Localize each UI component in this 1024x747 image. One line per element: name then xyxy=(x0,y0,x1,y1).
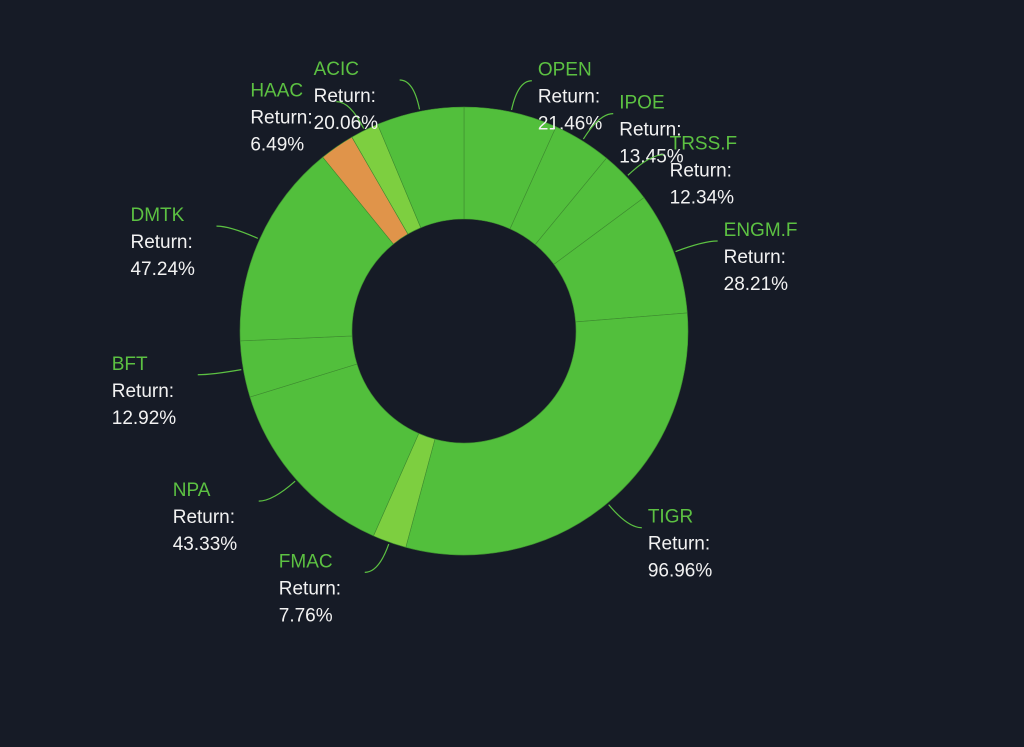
leader-line xyxy=(336,101,365,129)
return-label: Return: xyxy=(173,507,235,528)
value-label: 12.34% xyxy=(670,188,735,209)
leader-line xyxy=(197,369,242,376)
return-label: Return: xyxy=(279,578,341,599)
leader-line xyxy=(364,543,390,573)
return-label: Return: xyxy=(670,161,732,182)
return-label: Return: xyxy=(724,247,786,268)
segment-name: HAAC xyxy=(250,81,303,102)
donut-segment xyxy=(405,312,689,556)
segment-name: TRSS.F xyxy=(670,134,738,155)
value-label: 7.76% xyxy=(279,605,333,626)
donut-segment xyxy=(239,156,394,342)
leader-line xyxy=(608,504,642,529)
leader-line xyxy=(510,80,532,111)
segment-name: ACIC xyxy=(314,59,359,80)
segment-name: ENGM.F xyxy=(724,220,798,241)
value-label: 13.45% xyxy=(619,147,684,168)
value-label: 96.96% xyxy=(648,561,713,582)
segment-name: DMTK xyxy=(130,205,184,226)
leader-line xyxy=(582,113,614,140)
segment-name: OPEN xyxy=(538,60,592,81)
segment-name: TIGR xyxy=(648,507,693,528)
value-label: 28.21% xyxy=(724,274,789,295)
segment-name: IPOE xyxy=(619,93,664,114)
return-label: Return: xyxy=(112,381,174,402)
return-label: Return: xyxy=(314,86,376,107)
return-label: Return: xyxy=(619,120,681,141)
leader-line xyxy=(675,240,718,253)
return-label: Return: xyxy=(130,232,192,253)
value-label: 20.06% xyxy=(314,113,379,134)
segment-name: BFT xyxy=(112,354,148,375)
value-label: 21.46% xyxy=(538,114,603,135)
return-label: Return: xyxy=(538,87,600,108)
value-label: 12.92% xyxy=(112,408,177,429)
return-label: Return: xyxy=(250,108,312,129)
leader-line xyxy=(258,480,296,502)
leader-line xyxy=(399,79,421,110)
value-label: 6.49% xyxy=(250,135,304,156)
leader-line xyxy=(216,225,259,239)
donut-segment xyxy=(249,363,420,537)
value-label: 43.33% xyxy=(173,534,238,555)
value-label: 47.24% xyxy=(130,259,195,280)
leader-line xyxy=(627,154,664,176)
segment-name: FMAC xyxy=(279,551,333,572)
return-label: Return: xyxy=(648,534,710,555)
segment-name: NPA xyxy=(173,480,211,501)
donut-segment xyxy=(377,106,465,229)
